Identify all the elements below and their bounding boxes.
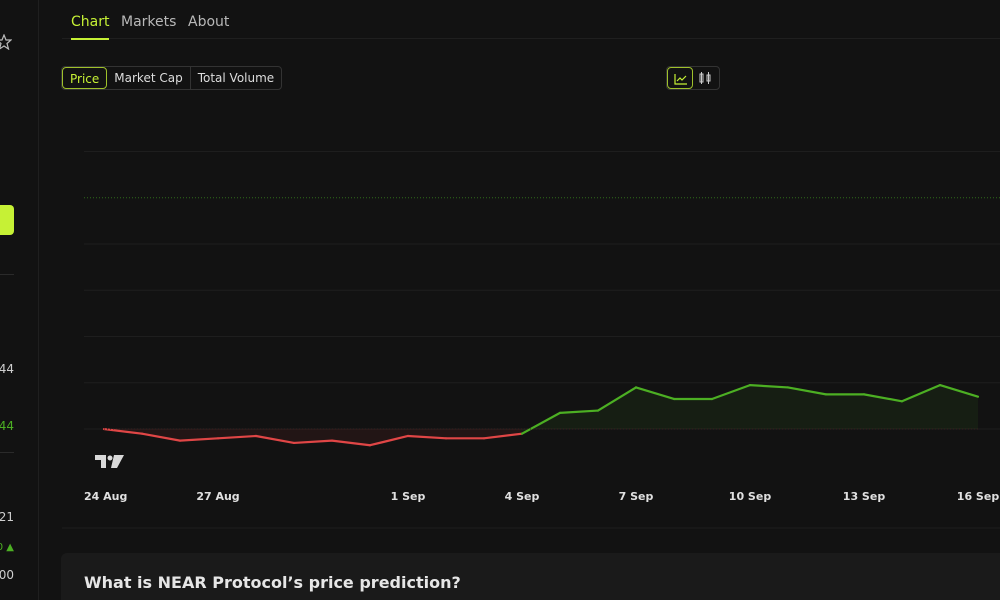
side-value: 0 ▲	[0, 542, 14, 553]
metric-button[interactable]: Market Cap	[107, 67, 191, 89]
x-tick-label: 1 Sep	[391, 490, 426, 503]
line-segment	[368, 434, 410, 447]
line-segment	[558, 409, 600, 414]
line-segment	[748, 384, 790, 389]
line-segment	[178, 437, 220, 442]
line-segment	[520, 411, 562, 435]
x-tick-label: 24 Aug	[84, 490, 127, 503]
divider	[0, 452, 14, 453]
line-segment	[292, 439, 334, 445]
x-tick-label: 10 Sep	[729, 490, 772, 503]
x-tick-label: 4 Sep	[505, 490, 540, 503]
candle-chart-button[interactable]	[693, 67, 719, 89]
area-segment	[180, 429, 218, 441]
metric-button[interactable]: Total Volume	[197, 71, 275, 85]
line-segment	[900, 384, 942, 403]
tab[interactable]: Chart	[71, 14, 110, 40]
line-segment	[862, 393, 904, 403]
line-segment	[710, 384, 752, 401]
star-icon[interactable]	[0, 34, 12, 50]
action-button[interactable]	[0, 205, 14, 235]
area-segment	[826, 394, 864, 430]
side-value: 00	[0, 568, 14, 582]
price-chart: 24 Aug 27 Aug 1 Sep 4 Sep 7 Sep 10 Sep 13 Sep 1…	[62, 151, 1000, 529]
area-segment	[750, 385, 788, 430]
area-segment	[902, 385, 940, 430]
line-segment	[596, 386, 638, 412]
x-tick-label: 27 Aug	[196, 490, 239, 503]
area-segment	[788, 387, 826, 430]
area-segment	[446, 429, 484, 439]
metric-button[interactable]: Price	[62, 67, 108, 89]
area-segment	[484, 429, 522, 439]
area-segment	[560, 410, 598, 430]
chart-type-toggle	[666, 66, 720, 90]
x-tick-label: 13 Sep	[843, 490, 886, 503]
area-segment	[256, 429, 294, 443]
line-segment	[406, 434, 448, 440]
tab-bar: Chart Markets About	[62, 0, 1000, 40]
side-value: 44	[0, 419, 14, 433]
line-segment	[216, 434, 258, 440]
line-segment	[786, 386, 828, 396]
line-segment	[634, 386, 676, 401]
area-segment	[674, 398, 712, 430]
faq-title: What is NEAR Protocol’s price prediction…	[84, 573, 461, 592]
divider	[0, 274, 14, 275]
line-segment	[254, 434, 296, 445]
line-segment	[938, 384, 980, 398]
area-segment	[636, 387, 674, 430]
area-segment	[598, 387, 636, 430]
metric-toggle: Price Market Cap Total Volume	[61, 66, 283, 90]
line-chart-button[interactable]	[667, 67, 693, 89]
faq-card[interactable]: What is NEAR Protocol’s price prediction…	[61, 553, 1000, 600]
x-tick-label: 16 Sep	[957, 490, 1000, 503]
x-tick-label: 7 Sep	[619, 490, 654, 503]
side-value: 21	[0, 510, 14, 524]
line-segment	[482, 432, 524, 440]
line-segment	[330, 439, 372, 447]
sidebar: 44 44 21 0 ▲ 00	[0, 0, 39, 600]
area-segment	[294, 429, 332, 443]
tab[interactable]: About	[188, 14, 230, 30]
side-value: 44	[0, 362, 14, 376]
tradingview-logo	[95, 455, 124, 468]
line-segment	[140, 432, 182, 442]
area-segment	[940, 385, 978, 430]
area-segment	[370, 429, 408, 446]
area-segment	[864, 394, 902, 430]
line-segment	[102, 427, 144, 435]
area-segment	[142, 429, 180, 441]
tab[interactable]: Markets	[121, 14, 177, 30]
